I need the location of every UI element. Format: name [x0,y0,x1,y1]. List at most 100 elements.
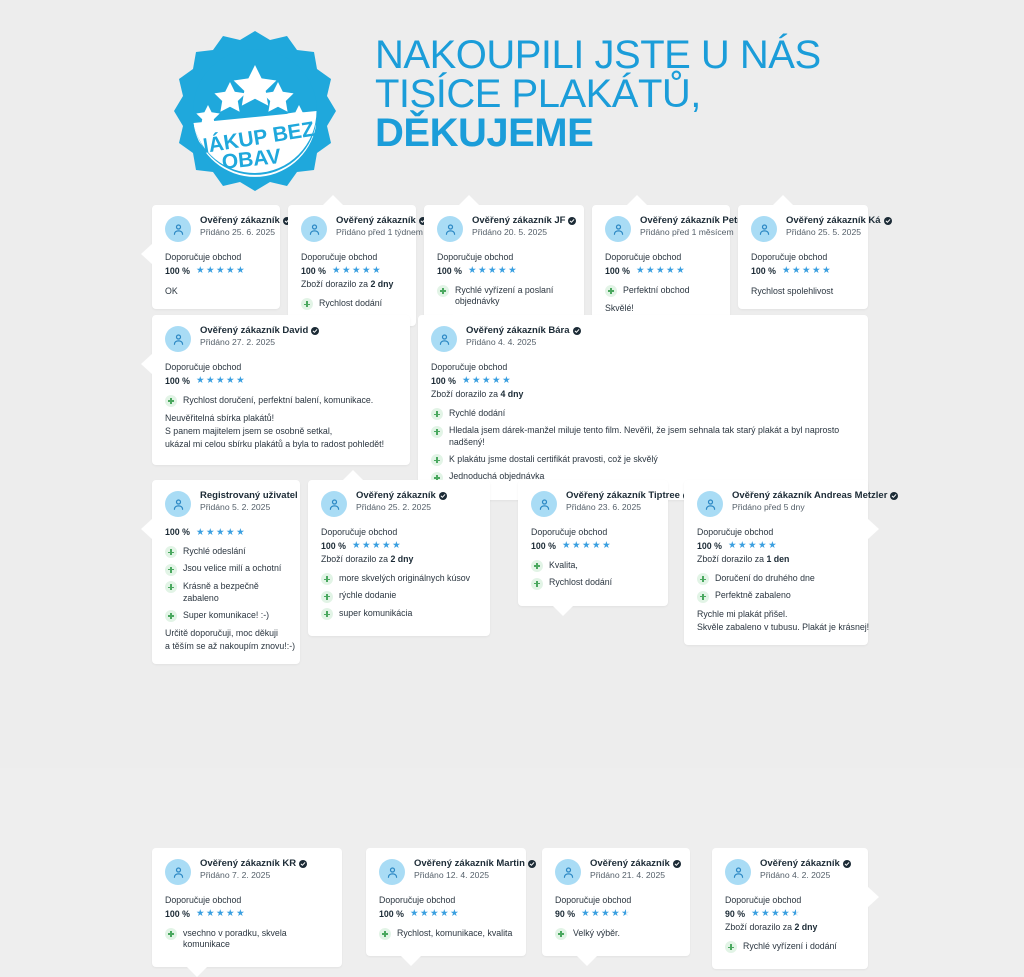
review-card[interactable]: Ověřený zákazník Andreas Metzler Přidáno … [684,480,899,646]
verified-badge-icon [311,326,320,335]
review-card[interactable]: Registrovaný uživatel Přidáno 5. 2. 2025 1… [141,480,300,665]
star-icon: ★ [195,908,205,920]
review-card[interactable]: Ověřený zákazník Petr Přidáno před 1 měsí… [592,195,752,327]
star-icon: ★ [216,526,225,538]
star-rating: ★ ★ ★ ★ ★ [196,376,245,386]
avatar [301,216,327,242]
star-icon: ★ [582,540,591,552]
pros-list: Rychlost, komunikace, kvalita [379,928,513,940]
recommends-label: Doporučuje obchod [321,527,398,537]
pro-item: Super komunikace! :-) [165,610,287,622]
verified-badge-icon [299,859,308,868]
verified-badge-icon [883,216,892,225]
plus-icon [165,581,177,594]
review-card[interactable]: Ověřený zákazník Přidáno 21. 4. 2025 Dopor… [542,848,690,966]
pro-item: super komunikácia [321,608,477,621]
star-rating: ★ ★ ★ ★ ★ [462,376,511,386]
star-rating: ★ ★ ★ ★ ★ [581,909,630,919]
reviewer-name: Ověřený zákazník Tiptree [566,490,691,502]
star-icon: ★ [561,540,571,552]
card-tail-down [186,966,208,977]
review-text: OK [165,285,178,296]
review-card[interactable]: Ověřený zákazník Přidáno 25. 2. 2025 Dopor… [308,470,490,637]
reviewer-name: Ověřený zákazník Ká [786,215,892,227]
review-header: Ověřený zákazník Martin Přidáno 12. 4. 20… [379,858,536,885]
star-icon: ★ [362,265,371,277]
review-card[interactable]: Ověřený zákazník Přidáno 25. 6. 2025 Dopor… [141,205,291,309]
pros-list: Rychlé odeslání Jsou velice milí a ochotn… [165,546,287,622]
recommends-label: Doporučuje obchod [165,252,242,262]
review-card[interactable]: Ověřený zákazník Bára Přidáno 4. 4. 2025 D… [418,305,868,500]
rating-row: 100 % ★ ★ ★ ★ ★ [165,265,267,278]
pros-list: Rychlé vyřízení a poslaní objednávky [437,285,571,309]
verified-badge-icon [672,859,681,868]
star-icon: ★ [409,908,419,920]
card-tail-left [141,243,153,265]
pro-item: Perfektní obchod [605,285,717,297]
star-icon: ★ [482,375,491,387]
avatar [725,859,751,885]
review-card[interactable]: Ověřený zákazník David Přidáno 27. 2. 202… [141,315,410,465]
star-half-icon: ★ [791,909,800,919]
star-rating: ★ ★ ★ ★ ★ [410,909,459,919]
star-icon: ★ [676,265,685,277]
review-card[interactable]: Ověřený zákazník Přidáno před 1 týdnem Dop… [288,195,427,327]
review-date: Přidáno 4. 2. 2025 [760,869,831,880]
plus-icon [531,560,543,572]
star-icon: ★ [205,265,215,277]
review-header: Ověřený zákazník Andreas Metzler Přidáno … [697,490,899,517]
star-icon: ★ [758,540,767,552]
review-date: Přidáno 21. 4. 2025 [590,869,666,880]
star-half-icon: ★ [621,909,630,919]
pro-item: Rychlé vyřízení a poslaní objednávky [437,285,571,309]
star-rating: ★ ★ ★ ★ ★ [196,266,245,276]
card-tail-up [452,305,474,316]
star-icon: ★ [488,265,497,277]
avatar [605,216,631,242]
rating-row: 100 % ★ ★ ★ ★ ★ [431,375,855,388]
star-icon: ★ [226,908,235,920]
rating-percent: 100 % [379,908,404,919]
star-icon: ★ [236,265,245,277]
star-icon: ★ [471,375,481,387]
review-card[interactable]: Ověřený zákazník Ká Přidáno 25. 5. 2025 Do… [738,195,892,309]
reviewer-name: Ověřený zákazník [200,215,291,227]
delivery-time: Zboží dorazilo za 2 dny [301,278,394,289]
review-card[interactable]: Ověřený zákazník JF Přidáno 20. 5. 2025 Do… [424,195,584,325]
verified-badge-icon [572,326,581,335]
avatar [531,491,557,517]
verified-badge-icon [842,859,851,868]
rating-row: 90 % ★ ★ ★ ★ ★ [725,908,855,921]
pro-item: rýchle dodanie [321,590,477,603]
star-icon: ★ [477,265,487,277]
reviewer-name: Ověřený zákazník [590,858,681,870]
rating-row: 100 % ★ ★ ★ ★ ★ [379,908,513,921]
rating-row: 90 % ★ ★ ★ ★ ★ [555,908,677,921]
rating-row: 100 % ★ ★ ★ ★ ★ [165,526,287,539]
star-icon: ★ [205,526,215,538]
plus-icon [165,563,177,576]
star-icon: ★ [748,540,757,552]
recommends-label: Doporučuje obchod [531,527,608,537]
reviewer-name: Ověřený zákazník [336,215,427,227]
star-rating: ★ ★ ★ ★ ★ [782,266,831,276]
review-card[interactable]: Ověřený zákazník Tiptree Přidáno 23. 6. 2… [518,480,691,616]
avatar [165,326,191,352]
avatar [379,859,405,885]
rating-row: 100 % ★ ★ ★ ★ ★ [697,540,855,553]
star-rating: ★ ★ ★ ★ ★ [332,266,381,276]
star-icon: ★ [372,265,381,277]
star-rating: ★ ★ ★ ★ ★ [636,266,685,276]
review-card[interactable]: Ověřený zákazník Přidáno 4. 2. 2025 Doporu… [712,848,879,970]
delivery-time: Zboží dorazilo za 2 dny [321,553,414,564]
rating-percent: 100 % [605,265,630,276]
review-card[interactable]: Ověřený zákazník KR Přidáno 7. 2. 2025 Dop… [152,848,342,977]
plus-icon [697,590,709,603]
avatar [697,491,723,517]
avatar [165,491,191,517]
review-text: Skvělé! [605,303,634,313]
star-icon: ★ [226,526,235,538]
star-icon: ★ [195,375,205,387]
review-card[interactable]: Ověřený zákazník Martin Přidáno 12. 4. 20… [366,848,536,966]
avatar [555,859,581,885]
